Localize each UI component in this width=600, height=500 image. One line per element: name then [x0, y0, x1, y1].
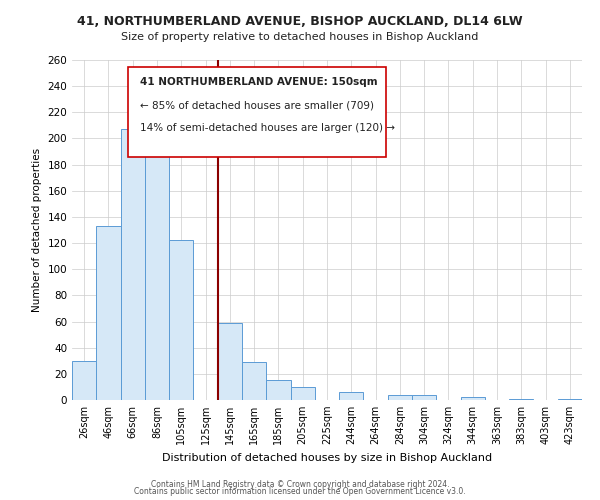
Y-axis label: Number of detached properties: Number of detached properties	[32, 148, 42, 312]
FancyBboxPatch shape	[128, 67, 386, 157]
Text: 14% of semi-detached houses are larger (120) →: 14% of semi-detached houses are larger (…	[140, 123, 395, 133]
Text: 41 NORTHUMBERLAND AVENUE: 150sqm: 41 NORTHUMBERLAND AVENUE: 150sqm	[140, 77, 377, 87]
Bar	[169, 240, 193, 400]
Bar	[242, 362, 266, 400]
Bar	[218, 323, 242, 400]
Text: Size of property relative to detached houses in Bishop Auckland: Size of property relative to detached ho…	[121, 32, 479, 42]
Bar	[96, 226, 121, 400]
Bar	[461, 398, 485, 400]
Text: Contains HM Land Registry data © Crown copyright and database right 2024.: Contains HM Land Registry data © Crown c…	[151, 480, 449, 489]
Text: Contains public sector information licensed under the Open Government Licence v3: Contains public sector information licen…	[134, 488, 466, 496]
Bar	[72, 361, 96, 400]
X-axis label: Distribution of detached houses by size in Bishop Auckland: Distribution of detached houses by size …	[162, 452, 492, 462]
Bar	[121, 130, 145, 400]
Bar	[266, 380, 290, 400]
Bar	[388, 395, 412, 400]
Bar	[339, 392, 364, 400]
Bar	[509, 398, 533, 400]
Bar	[145, 136, 169, 400]
Bar	[558, 398, 582, 400]
Bar	[290, 387, 315, 400]
Text: 41, NORTHUMBERLAND AVENUE, BISHOP AUCKLAND, DL14 6LW: 41, NORTHUMBERLAND AVENUE, BISHOP AUCKLA…	[77, 15, 523, 28]
Bar	[412, 395, 436, 400]
Text: ← 85% of detached houses are smaller (709): ← 85% of detached houses are smaller (70…	[140, 100, 374, 110]
